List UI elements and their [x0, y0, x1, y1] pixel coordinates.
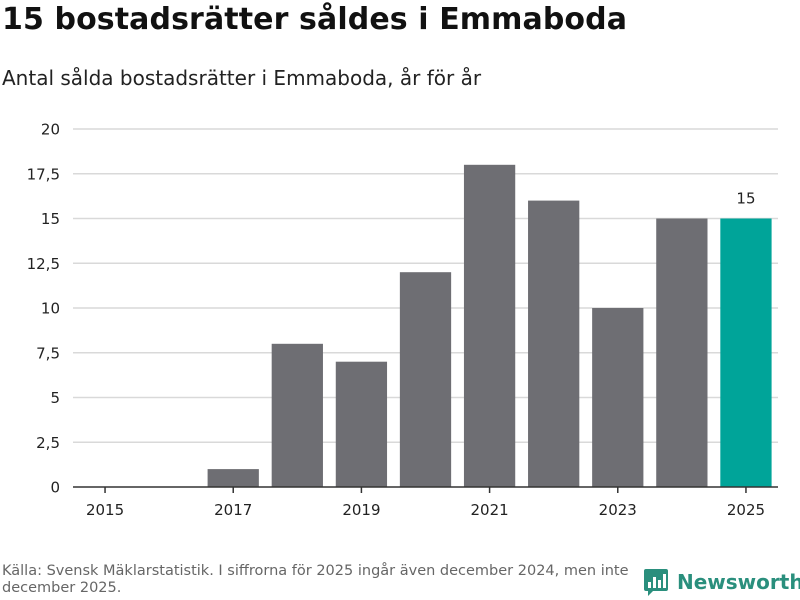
y-tick-label: 17,5 — [27, 165, 60, 183]
bar-2020 — [399, 272, 452, 487]
bar-2022 — [528, 200, 580, 487]
x-tick-label: 2025 — [727, 501, 765, 519]
x-tick-label: 2023 — [599, 501, 637, 519]
y-tick-label: 0 — [50, 479, 60, 497]
x-tick-label: 2021 — [470, 501, 508, 519]
newsworthy-chart-icon — [644, 569, 668, 596]
y-tick-label: 15 — [41, 210, 60, 228]
source-note: Källa: Svensk Mäklarstatistik. I siffror… — [2, 563, 629, 596]
y-tick-label: 12,5 — [27, 255, 60, 273]
y-tick-label: 10 — [41, 300, 60, 318]
bar-2017 — [207, 469, 259, 487]
x-tick-label: 2015 — [86, 501, 124, 519]
y-tick-label: 7,5 — [36, 344, 60, 362]
bar-2018 — [271, 343, 323, 487]
bar-2024 — [656, 218, 708, 487]
newsworthy-logo[interactable]: Newsworthy — [643, 567, 800, 597]
bar-2019 — [335, 361, 388, 487]
chart-subtitle: Antal sålda bostadsrätter i Emmaboda, år… — [2, 66, 482, 90]
bar-2021 — [463, 164, 516, 488]
y-tick-label: 5 — [50, 389, 60, 407]
bar-chart: 0 2,5 5 7,5 10 12,5 15 17,5 20 2015 2017 2019 2021 20… — [27, 121, 778, 519]
brand-name: Newsworthy — [677, 570, 800, 594]
x-tick-label: 2019 — [342, 501, 380, 519]
data-label: 15 — [736, 190, 755, 208]
y-tick-label: 2,5 — [36, 434, 60, 452]
y-tick-label: 20 — [41, 121, 60, 139]
chart-title: 15 bostadsrätter såldes i Emmaboda — [2, 2, 628, 37]
bar-2025 — [720, 218, 772, 487]
bar-2023 — [592, 308, 644, 487]
x-tick-label: 2017 — [214, 501, 252, 519]
